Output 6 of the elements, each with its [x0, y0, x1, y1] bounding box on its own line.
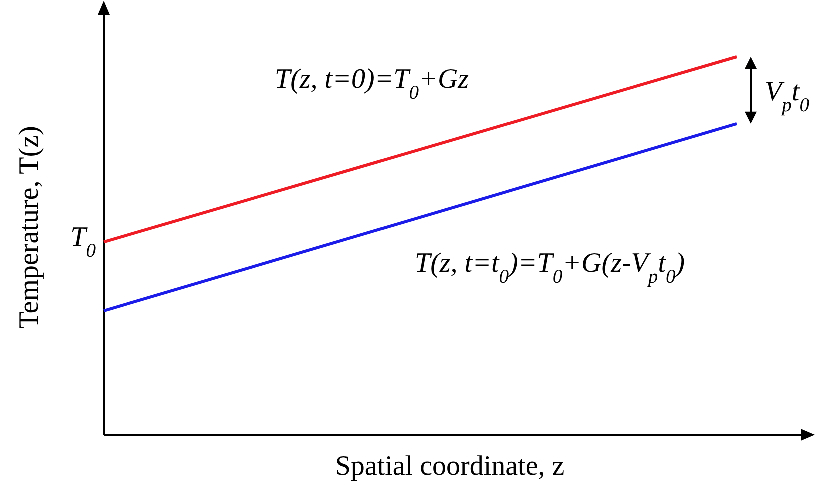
x-axis-title: Spatial coordinate, z	[335, 451, 565, 482]
annotation: T$_{0}$	[70, 222, 96, 262]
annotation: V$_{p}$t$_{0}$	[765, 76, 810, 116]
text: T(z, t=t$_{0}$)=T$_{0}$+G(z-V$_{p}$t$_{0}$)	[415, 248, 686, 288]
y-axis-title: Temperature, T(z)	[14, 126, 45, 329]
series-label: T(z, t=0)=T$_{0}$+Gz	[275, 64, 470, 104]
